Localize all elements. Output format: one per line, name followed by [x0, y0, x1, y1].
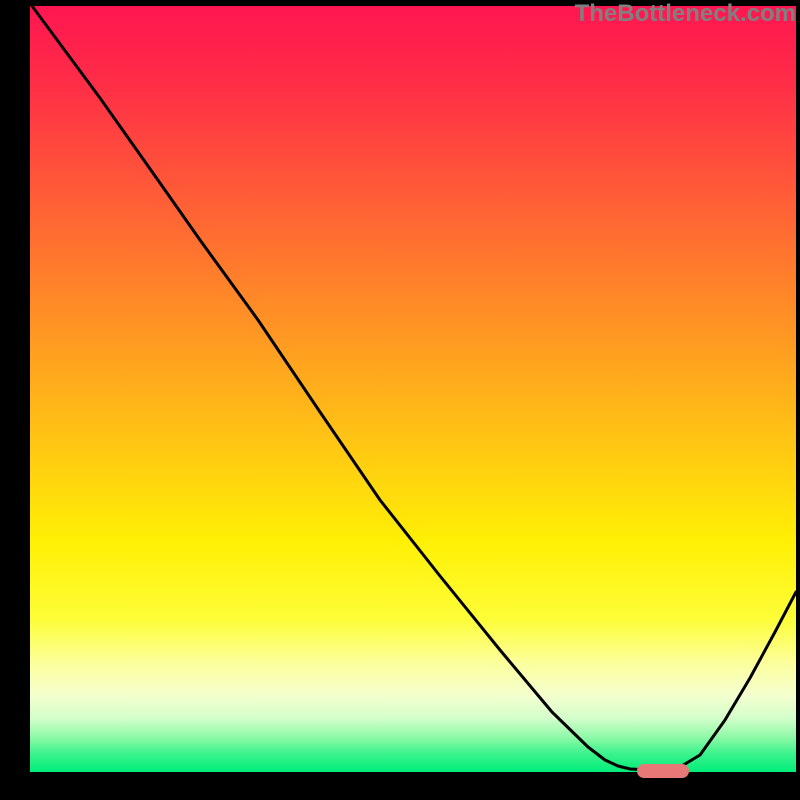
watermark-text: TheBottleneck.com	[575, 0, 796, 28]
gradient-plot-area	[30, 6, 796, 772]
chart-container: TheBottleneck.com	[0, 0, 800, 800]
bottleneck-chart	[0, 0, 800, 800]
optimal-zone-marker	[637, 764, 689, 778]
